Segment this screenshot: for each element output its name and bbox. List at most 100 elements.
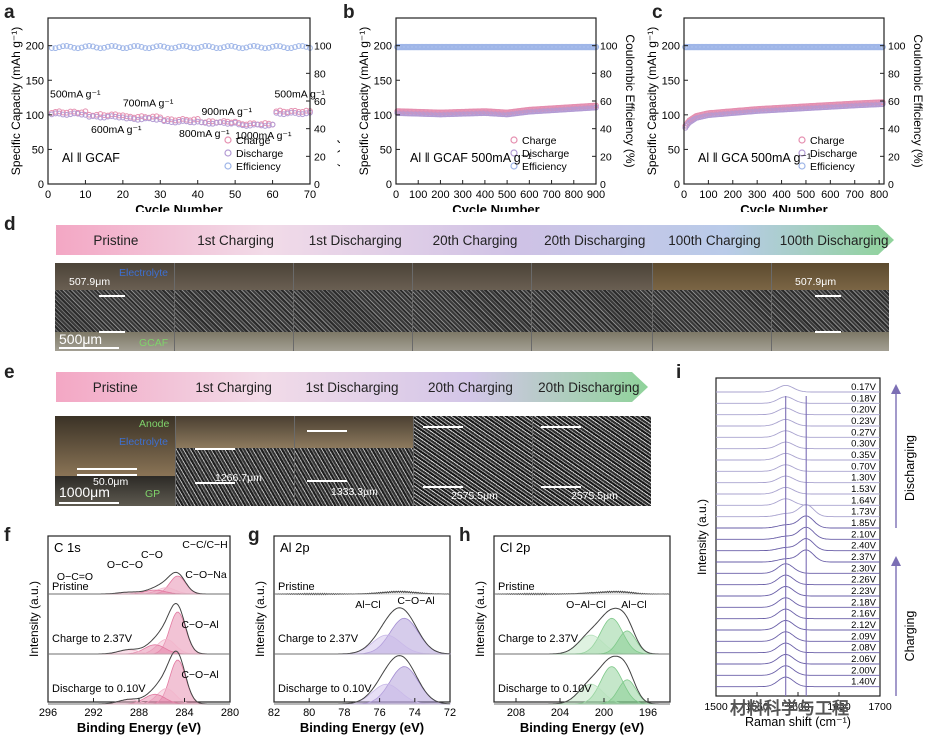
legend-entry: Efficiency <box>522 161 567 173</box>
efficiency-point <box>217 45 224 52</box>
raman-spectrum <box>716 563 880 574</box>
voltage-label: 2.40V <box>851 541 876 552</box>
raman-spectrum <box>716 407 880 416</box>
y-axis-label: Intensity (a.u.) <box>27 581 41 657</box>
discharge-point <box>134 116 141 123</box>
efficiency-point <box>97 45 104 52</box>
efficiency-point <box>277 43 283 50</box>
efficiency-point <box>194 45 201 51</box>
efficiency-point <box>71 44 78 51</box>
x-tick-label: 800 <box>565 189 583 201</box>
charge-point <box>86 111 93 118</box>
photo-d: 507.9μm Electrolyte GCAF 507.9μm 500μm <box>55 263 889 351</box>
y2-tick-label: 20 <box>314 151 326 163</box>
voltage-label: 0.20V <box>851 405 876 416</box>
efficiency-point <box>243 44 250 51</box>
discharge-point <box>63 112 70 118</box>
voltage-label: 1.40V <box>851 677 876 688</box>
x-tick-label: 200 <box>724 189 742 201</box>
efficiency-point <box>146 45 152 52</box>
stage-label: 20th Charging <box>432 232 518 248</box>
charge-point <box>101 112 108 119</box>
discharge-point <box>292 110 298 116</box>
legend-marker <box>798 136 806 144</box>
y2-tick-label: 40 <box>888 124 900 136</box>
efficiency-point <box>90 43 96 50</box>
x-tick-label: 400 <box>772 189 790 201</box>
discharge-point <box>217 119 224 126</box>
x-axis-label: Raman shift (cm⁻¹) <box>745 715 851 729</box>
rate-label: 1000mA g⁻¹ <box>235 130 292 142</box>
discharge-point <box>183 118 190 125</box>
x-tick-label: 82 <box>268 707 280 719</box>
trace-label: Pristine <box>498 581 535 593</box>
legend-marker <box>510 136 518 144</box>
scale-bar-d-label: 500μm <box>59 331 103 347</box>
thickness-label-right: 507.9μm <box>795 276 837 288</box>
y2-tick-label: 40 <box>314 124 326 136</box>
efficiency-point <box>191 45 197 52</box>
discharge-point <box>119 114 126 121</box>
peak-label: O−C−O <box>107 559 143 571</box>
x-tick-label: 100 <box>699 189 717 201</box>
x-tick-label: 76 <box>373 707 385 719</box>
chart-c: 0 100 200 300 400 500 600 700 800050100150200020… <box>646 17 925 212</box>
legend-entry: Efficiency <box>236 161 281 173</box>
discharge-point <box>187 119 194 126</box>
efficiency-point <box>250 42 257 49</box>
photo-e-pristine-bottom <box>55 476 175 506</box>
scale-bar-e <box>59 502 119 504</box>
voltage-label: 2.26V <box>851 575 876 586</box>
x-tick-label: 208 <box>507 707 525 719</box>
voltage-label: 1.73V <box>851 507 876 518</box>
efficiency-point <box>232 43 239 50</box>
voltage-label: 0.30V <box>851 439 876 450</box>
voltage-label: 2.09V <box>851 631 876 642</box>
x-tick-label: 204 <box>551 707 569 719</box>
rate-label: 600mA g⁻¹ <box>91 124 142 136</box>
y-axis-label: Specific Capacity (mAh g⁻¹) <box>357 27 371 175</box>
peak-label: Al−Cl <box>355 599 380 611</box>
raman-spectrum <box>716 597 880 608</box>
charge-point <box>82 108 89 115</box>
efficiency-point <box>303 44 310 50</box>
y2-tick-label: 100 <box>314 41 332 53</box>
y2-tick-label: 100 <box>600 41 618 53</box>
efficiency-point <box>265 44 272 51</box>
charge-point <box>157 114 164 121</box>
stage-label: 20th Charging <box>428 379 513 395</box>
y-tick-label: 50 <box>668 144 680 156</box>
y2-tick-label: 60 <box>888 96 900 108</box>
charge-point <box>93 111 100 118</box>
y2-tick-label: 100 <box>888 41 906 53</box>
panel-label-e: e <box>4 362 15 383</box>
xps-title: Al 2p <box>280 540 310 555</box>
efficiency-point <box>157 42 164 49</box>
raman-spectrum <box>716 441 880 450</box>
raman-spectrum <box>716 384 880 393</box>
x-tick-label: 200 <box>595 707 613 719</box>
charging-arrowhead <box>891 556 901 566</box>
efficiency-point <box>292 44 298 50</box>
y-tick-label: 100 <box>26 110 44 122</box>
discharge-point <box>879 101 886 108</box>
panel-label-d: d <box>4 214 16 235</box>
thickness-marker <box>77 468 137 470</box>
thickness-marker <box>99 295 125 297</box>
panel-label-c: c <box>652 2 663 23</box>
charging-label: Charging <box>903 611 917 662</box>
x-tick-label: 30 <box>154 189 166 201</box>
x-tick-label: 700 <box>542 189 560 201</box>
discharge-point <box>254 121 261 128</box>
stage-label: Pristine <box>92 379 138 395</box>
x-axis-label: Cycle Number <box>135 202 222 212</box>
photo-e-pristine-zone <box>55 416 175 476</box>
stage-label: 1st Charging <box>195 379 272 395</box>
voltage-label: 0.27V <box>851 427 876 438</box>
x-tick-label: 500 <box>498 189 516 201</box>
legend-entry: Charge <box>236 135 271 147</box>
trace-label: Discharge to 0.10V <box>52 683 146 695</box>
legend-marker <box>798 162 806 170</box>
x-tick-label: 1700 <box>868 701 892 713</box>
x-tick-label: 0 <box>393 189 399 201</box>
